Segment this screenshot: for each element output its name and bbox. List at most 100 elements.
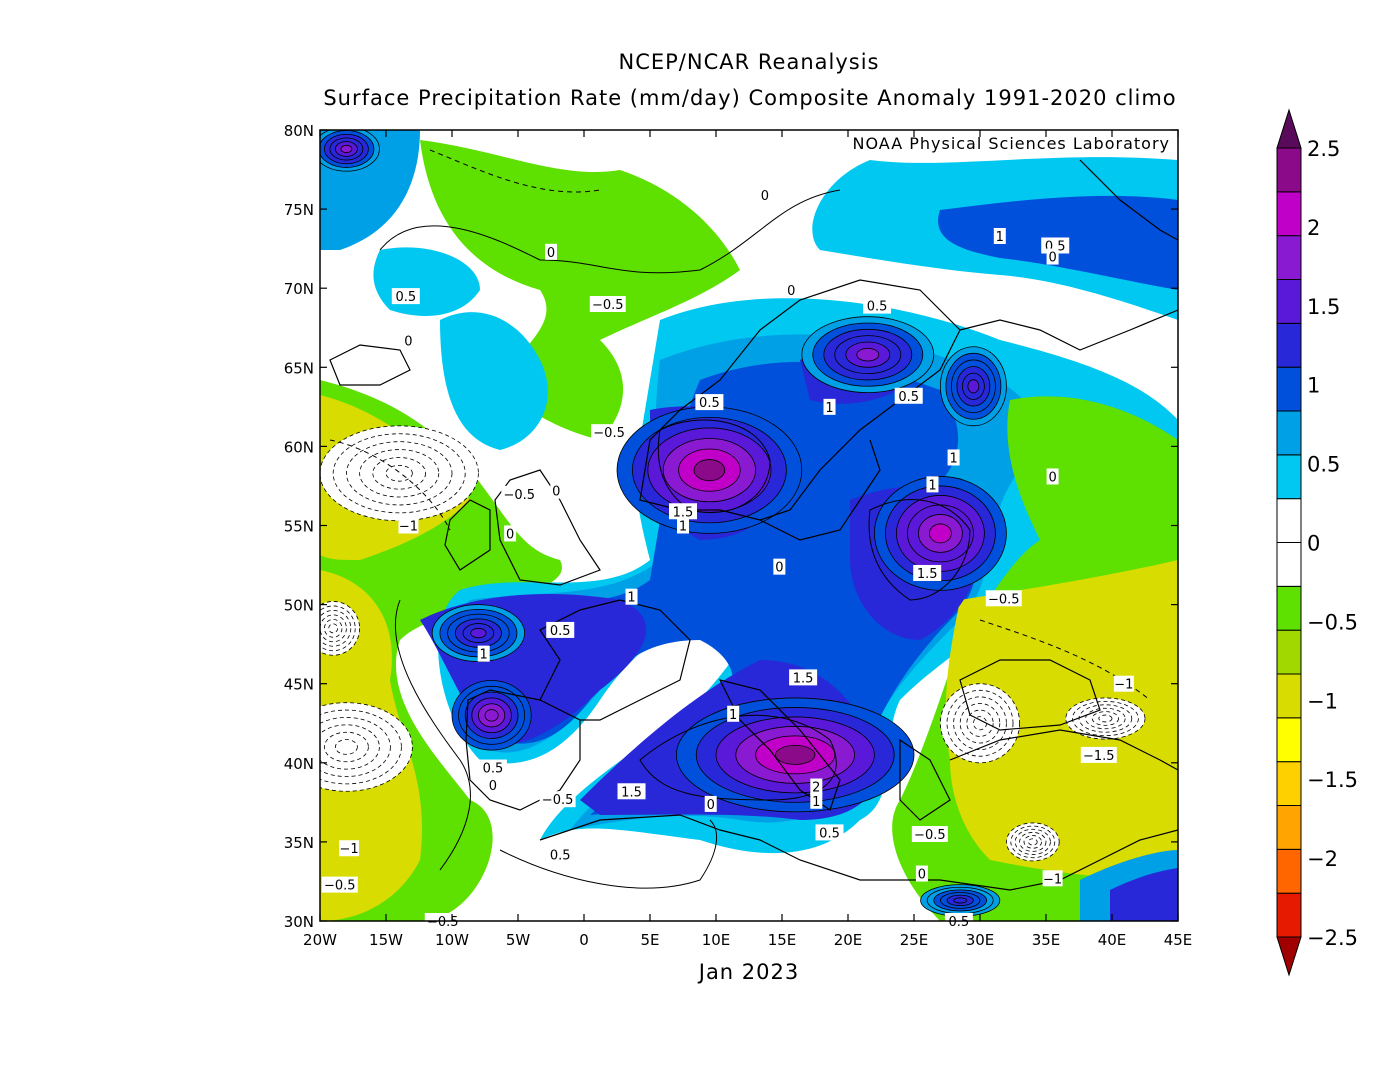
- colorbar-label: 0.5: [1307, 453, 1340, 477]
- contour-label: −1.5: [1083, 749, 1115, 764]
- contour-label: 0: [918, 868, 926, 883]
- lat-tick-label: 80N: [284, 122, 314, 140]
- contour-label-bg: [773, 558, 786, 575]
- anomaly-fields: [320, 130, 1178, 921]
- contour-label-bg: [727, 705, 740, 722]
- contour-label-bg: [546, 846, 575, 863]
- lat-tick-label: 75N: [284, 201, 314, 219]
- lon-tick-label: 40E: [1098, 931, 1127, 949]
- contour-label: 0.5: [395, 290, 416, 305]
- colorbar-swatch: [1276, 629, 1302, 675]
- contour-label-bg: [391, 288, 420, 305]
- colorbar-low-arrow: [1276, 936, 1302, 977]
- anomaly-core-10-ring-5: [1028, 838, 1038, 846]
- contour-wet-core-1: [657, 419, 771, 514]
- coast-blacksea: [959, 659, 1101, 731]
- contour-label-bg: [695, 394, 724, 411]
- contour-label-bg: [894, 387, 923, 404]
- coast-iberia: [465, 689, 581, 811]
- contour-label-bg: [539, 791, 576, 808]
- contour-label-bg: [810, 792, 823, 809]
- anomaly-core-13-ring-5: [328, 623, 339, 634]
- colorbar-swatch: [1276, 761, 1302, 807]
- band-wet-southeast-deep: [1110, 868, 1178, 921]
- contour-label: 0: [1048, 251, 1056, 266]
- contour-label: 0.5: [699, 396, 720, 411]
- contour-label: −0.5: [324, 879, 356, 894]
- contour-label: −1: [339, 842, 358, 857]
- contour-label-bg: [501, 485, 538, 502]
- contour-label: −0.5: [592, 298, 624, 313]
- lon-tick-label: 20W: [303, 931, 337, 949]
- contour-label-bg: [321, 876, 358, 893]
- contour-label: 0.5: [867, 300, 888, 315]
- colorbar-swatch: [1276, 542, 1302, 587]
- contour-neg-atlantic: [329, 439, 451, 531]
- lon-tick-label: 15W: [369, 931, 403, 949]
- contour-label: −0.5: [914, 828, 946, 843]
- contour-label-bg: [785, 281, 798, 298]
- anomaly-core-7-ring-5: [953, 897, 968, 904]
- colorbar-swatch: [1276, 147, 1302, 193]
- contour-label-bg: [1046, 468, 1059, 485]
- colorbar-swatch: [1276, 454, 1302, 500]
- anomaly-core-4-ring-5: [470, 627, 487, 639]
- lat-tick-label: 60N: [284, 438, 314, 456]
- anomaly-core-0-ring-5: [693, 459, 726, 482]
- chart-title: NCEP/NCAR Reanalysis: [618, 50, 880, 74]
- contour-label-bg: [1113, 675, 1134, 692]
- coast-france: [539, 599, 691, 721]
- contour-label: 1: [825, 401, 833, 416]
- lon-tick-label: 15E: [768, 931, 797, 949]
- contour-label-bg: [477, 645, 490, 662]
- contour-wet-core-3: [868, 499, 971, 601]
- lat-tick-label: 50N: [284, 597, 314, 615]
- contour-label: 0.5: [483, 762, 504, 777]
- contour-label: 0: [489, 779, 497, 794]
- contour-zero-atlantic: [394, 599, 471, 871]
- contour-zero-north: [379, 189, 841, 274]
- lon-tick-label: 20E: [834, 931, 863, 949]
- contour-label: −0.5: [504, 488, 536, 503]
- credit-text: NOAA Physical Sciences Laboratory: [853, 134, 1170, 153]
- contour-label-bg: [789, 669, 818, 686]
- anomaly-cores: [320, 130, 1146, 917]
- colorbar-swatch: [1276, 498, 1302, 543]
- contour-label: 1.5: [621, 785, 642, 800]
- contour-label-bg: [913, 564, 942, 581]
- contour-neg-arctic: [429, 149, 601, 193]
- contour-label-bg: [810, 778, 823, 795]
- contour-label: −0.5: [988, 592, 1020, 607]
- contour-label-bg: [545, 243, 557, 260]
- anomaly-core-11-ring-5: [334, 739, 358, 755]
- band-wet-norwegian-sea: [440, 312, 548, 450]
- coast-scandinavia: [639, 279, 961, 521]
- contour-label-bg: [402, 332, 415, 349]
- anomaly-core-12-ring-5: [385, 464, 413, 482]
- colorbar-high-arrow: [1276, 108, 1302, 149]
- contour-label: 1.5: [793, 671, 814, 686]
- lat-tick-label: 65N: [284, 359, 314, 377]
- contour-label-bg: [504, 525, 517, 542]
- contour-label: −1: [399, 520, 418, 535]
- lon-tick-label: 10W: [435, 931, 469, 949]
- colorbar-label: 1: [1307, 374, 1320, 398]
- contour-label: 0: [506, 527, 514, 542]
- contour-label: 0: [552, 485, 560, 500]
- coast-ireland: [444, 499, 491, 571]
- contour-label: 0.5: [819, 826, 840, 841]
- anomaly-core-14-ring-5: [973, 716, 988, 731]
- contour-label: 0: [707, 798, 715, 813]
- contour-label-bg: [625, 588, 638, 605]
- colorbar-swatch: [1276, 805, 1302, 850]
- contour-label-bg: [758, 186, 771, 203]
- colorbar-label: 0: [1307, 532, 1320, 556]
- contour-label-bg: [815, 824, 844, 841]
- contour-label: 0: [547, 246, 555, 261]
- colorbar-swatch: [1276, 673, 1302, 719]
- latitude-axis: 30N 35N 40N 45N 50N 55N 60N 65N 70N 75N 80N: [284, 122, 1178, 931]
- contour-label-bg: [669, 503, 697, 520]
- contour-label-bg: [926, 476, 939, 493]
- contour-label: −0.5: [593, 426, 625, 441]
- colorbar-swatch: [1276, 585, 1302, 631]
